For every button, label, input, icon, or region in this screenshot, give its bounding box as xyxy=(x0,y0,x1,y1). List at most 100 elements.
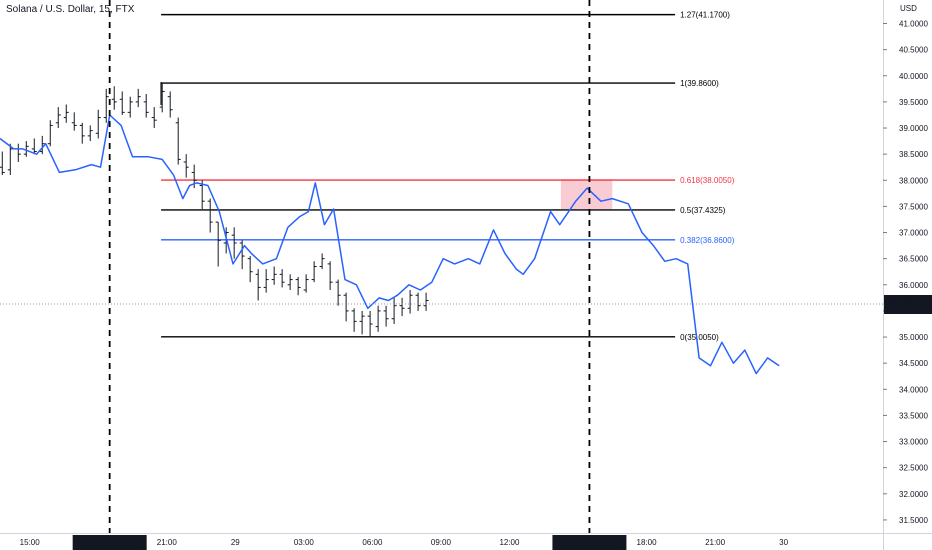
candle xyxy=(375,305,381,332)
y-tick-label: 33.0000 xyxy=(899,438,928,447)
candle xyxy=(383,305,389,327)
candle xyxy=(55,107,61,129)
candle xyxy=(23,141,29,157)
fib-level-label: 0(35.0050) xyxy=(680,333,719,342)
y-tick-label: 35.0000 xyxy=(899,333,928,342)
fib-level-label: 0.382(36.8600) xyxy=(680,236,735,245)
last-price-countdown: 01:44 xyxy=(887,305,908,314)
y-tick-label: 34.5000 xyxy=(899,359,928,368)
x-tick-label: 21:00 xyxy=(705,538,726,547)
candle xyxy=(47,120,53,147)
x-tick-label: 29 xyxy=(231,538,240,547)
time-axis[interactable]: 15:00 21:00 29 03:00 06:00 09:00 12:00 18:00 21:… xyxy=(20,535,789,550)
chart-title: Solana / U.S. Dollar, 15, FTX xyxy=(6,4,135,15)
candle xyxy=(151,107,157,129)
x-tick-label: 18:00 xyxy=(637,538,658,547)
candle xyxy=(207,198,213,233)
candle xyxy=(367,310,373,338)
candle xyxy=(335,279,341,306)
y-tick-label: 39.5000 xyxy=(899,98,928,107)
candle xyxy=(343,292,349,322)
candle xyxy=(111,86,117,110)
candle xyxy=(183,154,189,178)
highlight-box xyxy=(560,179,613,210)
candle xyxy=(15,143,21,162)
highlighted-time-badge xyxy=(552,535,627,550)
fib-level-label: 0.5(37.4325) xyxy=(680,206,726,215)
highlighted-time-label: 28 Jun '22 18:30 xyxy=(78,539,142,548)
fib-level-label: 1.27(41.1700) xyxy=(680,11,730,20)
candle xyxy=(159,83,165,113)
y-tick-label: 38.0000 xyxy=(899,176,928,185)
candle xyxy=(255,269,261,301)
highlighted-time-badge xyxy=(72,535,147,550)
x-tick-label: 06:00 xyxy=(362,538,383,547)
y-tick-label: 40.5000 xyxy=(899,46,928,55)
x-tick-label: 21:00 xyxy=(157,538,178,547)
y-tick-label: 40.0000 xyxy=(899,72,928,81)
candle xyxy=(135,88,141,108)
candle xyxy=(423,292,429,311)
fibonacci-retracement[interactable]: 1.27(41.1700) 1(39.8600) 0.618(38.0050) 0.5… xyxy=(160,11,735,342)
candle xyxy=(399,297,405,317)
candle xyxy=(103,88,109,123)
candle xyxy=(127,96,133,118)
x-tick-label: 03:00 xyxy=(294,538,315,547)
candle xyxy=(295,276,301,296)
candle xyxy=(63,104,69,123)
candle xyxy=(303,274,309,293)
candle xyxy=(263,269,269,293)
y-tick-label: 32.0000 xyxy=(899,490,928,499)
candle xyxy=(79,122,85,144)
price-axis[interactable]: USD 41.0000 40.5000 40.0000 39.5000 39.0000 38… xyxy=(883,4,932,525)
candle xyxy=(319,253,325,270)
y-tick-label: 36.0000 xyxy=(899,281,928,290)
candle xyxy=(167,91,173,118)
y-tick-label: 34.0000 xyxy=(899,385,928,394)
y-tick-label: 36.5000 xyxy=(899,255,928,264)
candle xyxy=(0,151,5,176)
candle xyxy=(143,94,149,118)
candle xyxy=(39,135,45,155)
candle xyxy=(175,117,181,165)
price-series-line xyxy=(0,114,780,375)
x-tick-label: 30 xyxy=(779,538,788,547)
y-tick-label: 31.5000 xyxy=(899,516,928,525)
fib-level-label: 1(39.8600) xyxy=(680,79,719,88)
candle xyxy=(391,297,397,324)
candle xyxy=(119,91,125,115)
candle xyxy=(71,112,77,131)
candle xyxy=(199,180,205,210)
y-tick-label: 37.0000 xyxy=(899,229,928,238)
fib-level-label: 0.618(38.0050) xyxy=(680,176,735,185)
candle xyxy=(327,261,333,291)
y-tick-label: 38.5000 xyxy=(899,150,928,159)
y-tick-label: 37.5000 xyxy=(899,202,928,211)
highlighted-time-label: 29 Jun '22 15:30 xyxy=(558,539,622,548)
last-price-badge xyxy=(884,294,932,314)
candle xyxy=(311,261,317,283)
candle xyxy=(95,109,101,139)
y-tick-label: 33.5000 xyxy=(899,411,928,420)
vertical-markers xyxy=(0,0,883,533)
candle xyxy=(239,240,245,270)
candle xyxy=(215,221,221,267)
candle xyxy=(247,256,253,283)
x-tick-label: 09:00 xyxy=(431,538,452,547)
price-line xyxy=(0,114,780,375)
y-tick-label: 39.0000 xyxy=(899,124,928,133)
candle xyxy=(407,290,413,314)
candle xyxy=(415,292,421,311)
candle xyxy=(7,143,13,176)
candle xyxy=(351,308,357,332)
y-tick-label: 41.0000 xyxy=(899,20,928,29)
y-tick-label: 32.5000 xyxy=(899,464,928,473)
candle xyxy=(231,227,237,259)
candlesticks xyxy=(0,83,429,338)
candle xyxy=(31,138,37,155)
candle xyxy=(359,310,365,335)
candle xyxy=(87,125,93,142)
x-tick-label: 15:00 xyxy=(20,538,41,547)
